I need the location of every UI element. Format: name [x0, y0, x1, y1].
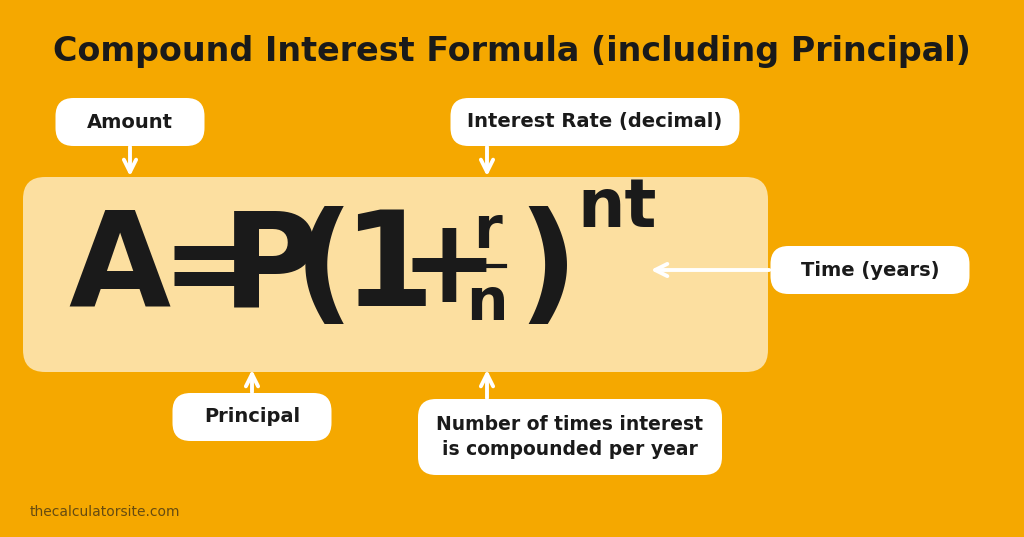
- Text: 1: 1: [342, 207, 434, 333]
- Text: Time (years): Time (years): [801, 260, 939, 279]
- Text: Number of times interest
is compounded per year: Number of times interest is compounded p…: [436, 415, 703, 459]
- Text: n: n: [466, 275, 508, 332]
- FancyBboxPatch shape: [418, 399, 722, 475]
- Text: Amount: Amount: [87, 112, 173, 132]
- Text: Principal: Principal: [204, 408, 300, 426]
- Text: Interest Rate (decimal): Interest Rate (decimal): [467, 112, 723, 132]
- Text: =: =: [162, 213, 261, 328]
- Text: thecalculatorsite.com: thecalculatorsite.com: [30, 505, 180, 519]
- Text: r: r: [473, 204, 502, 260]
- Text: A: A: [68, 207, 170, 333]
- FancyBboxPatch shape: [451, 98, 739, 146]
- Text: ): ): [517, 207, 578, 333]
- FancyBboxPatch shape: [8, 8, 1016, 529]
- Text: P: P: [222, 207, 318, 333]
- Text: +: +: [400, 213, 499, 328]
- FancyBboxPatch shape: [172, 393, 332, 441]
- Text: Compound Interest Formula (including Principal): Compound Interest Formula (including Pri…: [53, 35, 971, 68]
- FancyBboxPatch shape: [55, 98, 205, 146]
- Text: (: (: [294, 207, 354, 333]
- FancyBboxPatch shape: [770, 246, 970, 294]
- FancyBboxPatch shape: [23, 177, 768, 372]
- Text: nt: nt: [577, 175, 656, 241]
